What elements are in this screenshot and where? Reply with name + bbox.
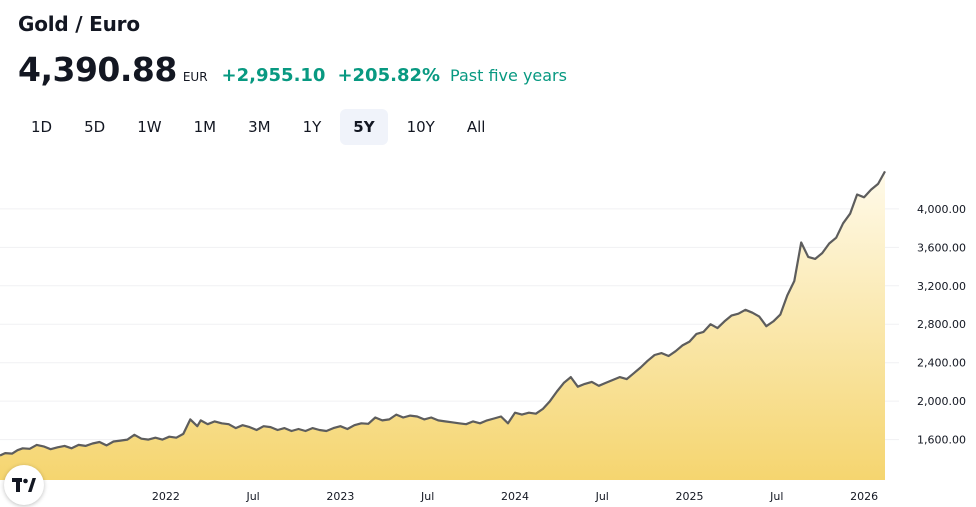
chart-grid xyxy=(0,208,899,441)
range-1m-button[interactable]: 1M xyxy=(181,109,230,145)
y-tick-label: 4,000.00 xyxy=(917,203,966,216)
x-tick-label: Jul xyxy=(769,490,783,503)
price-change-percent: +205.82% xyxy=(337,65,441,86)
y-tick-label: 1,600.00 xyxy=(917,434,966,447)
price-change: +2,955.10 xyxy=(221,65,326,86)
price-line xyxy=(0,170,886,457)
y-axis: 1,600.00 2,000.00 2,400.00 2,800.00 3,200.00… xyxy=(917,203,966,447)
x-axis: Mar2022Jul2023Jul2024Jul2025Jul2026 xyxy=(16,490,878,503)
price-chart[interactable]: 1,600.00 2,000.00 2,400.00 2,800.00 3,200.00… xyxy=(0,150,976,507)
tradingview-logo-icon[interactable] xyxy=(4,465,44,505)
price-area xyxy=(0,171,885,480)
y-tick-label: 2,400.00 xyxy=(917,357,966,370)
y-tick-label: 2,000.00 xyxy=(917,395,966,408)
range-1y-button[interactable]: 1Y xyxy=(290,109,335,145)
x-tick-label: Jul xyxy=(420,490,434,503)
range-5y-button[interactable]: 5Y xyxy=(340,109,388,145)
x-tick-label: Jul xyxy=(595,490,609,503)
price-summary: 4,390.88 EUR +2,955.10 +205.82% Past fiv… xyxy=(18,50,567,89)
y-tick-label: 3,600.00 xyxy=(917,241,966,254)
currency-label: EUR xyxy=(182,70,208,84)
x-tick-label: 2023 xyxy=(326,490,354,503)
range-1w-button[interactable]: 1W xyxy=(124,109,174,145)
range-all-button[interactable]: All xyxy=(454,109,499,145)
x-tick-label: Jul xyxy=(245,490,259,503)
range-3m-button[interactable]: 3M xyxy=(235,109,284,145)
y-tick-label: 2,800.00 xyxy=(917,318,966,331)
x-tick-label: 2022 xyxy=(152,490,180,503)
y-tick-label: 3,200.00 xyxy=(917,280,966,293)
period-label: Past five years xyxy=(450,66,567,85)
tradingview-logo-glyph xyxy=(12,478,36,492)
range-1d-button[interactable]: 1D xyxy=(18,109,65,145)
x-tick-label: 2025 xyxy=(676,490,704,503)
current-price: 4,390.88 xyxy=(18,50,177,89)
range-selector: 1D 5D 1W 1M 3M 1Y 5Y 10Y All xyxy=(18,109,498,145)
page-title: Gold / Euro xyxy=(18,12,140,36)
range-10y-button[interactable]: 10Y xyxy=(394,109,448,145)
x-tick-label: 2024 xyxy=(501,490,529,503)
x-tick-label: 2026 xyxy=(850,490,878,503)
range-5d-button[interactable]: 5D xyxy=(71,109,118,145)
